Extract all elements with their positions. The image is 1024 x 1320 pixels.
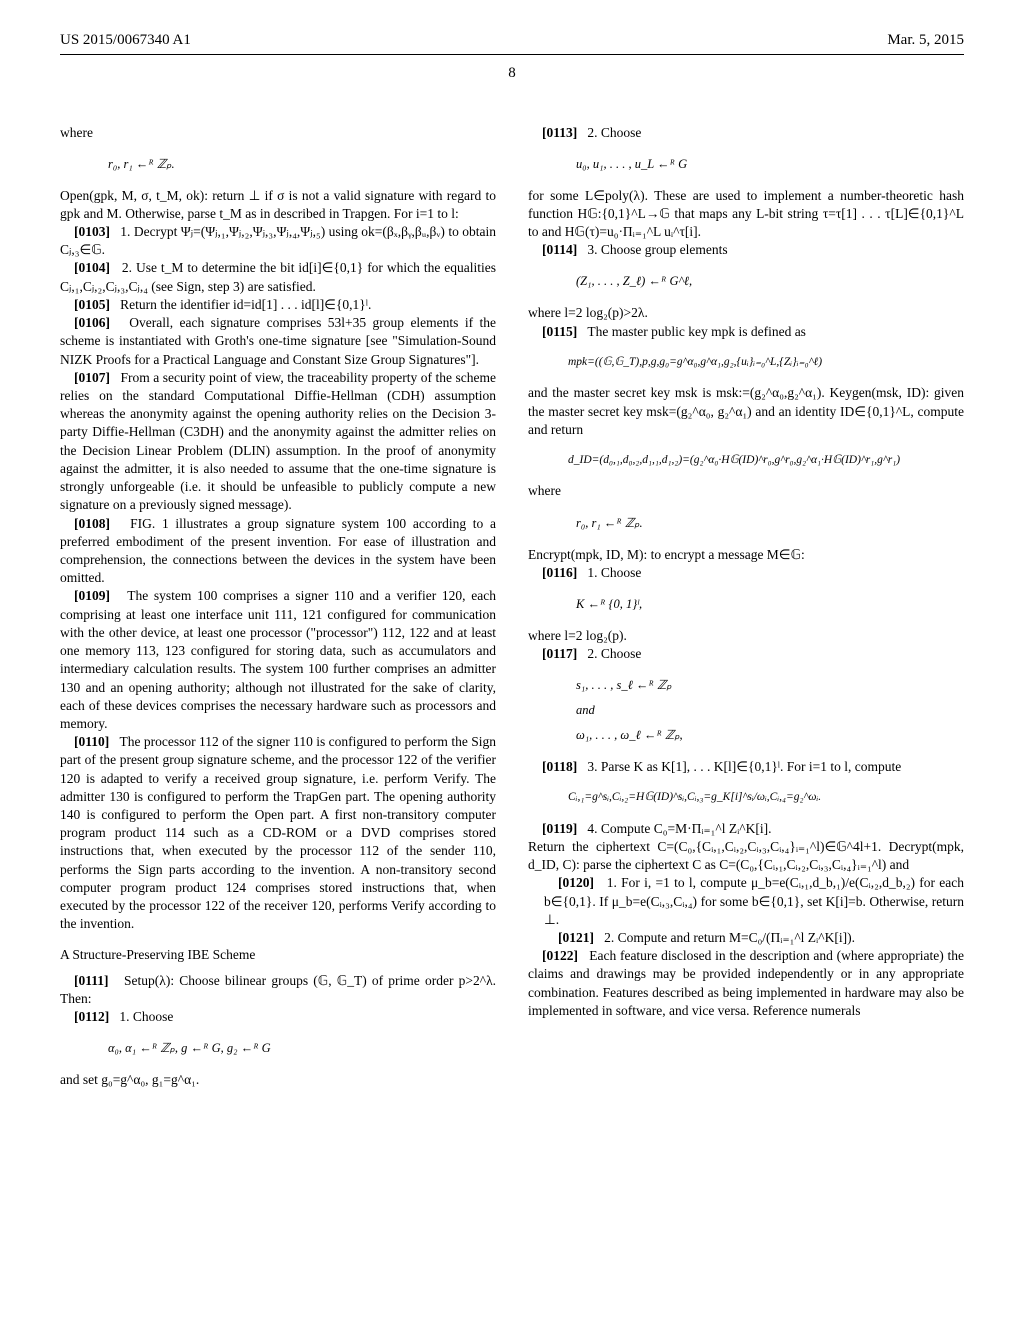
page-header: US 2015/0067340 A1 Mar. 5, 2015: [60, 30, 964, 55]
para-0107: [0107] From a security point of view, th…: [60, 369, 496, 515]
pnum-0105: [0105]: [74, 297, 110, 312]
where-label: where: [60, 124, 496, 142]
para-0104: [0104] 2. Use t_M to determine the bit i…: [60, 259, 496, 295]
para-0116: [0116] 1. Choose: [528, 564, 964, 582]
left-column: where r₀, r₁ ←ᴿ ℤₚ. Open(gpk, M, σ, t_M,…: [60, 124, 496, 1090]
pnum-0107: [0107]: [74, 370, 110, 385]
pnum-0110: [0110]: [74, 734, 109, 749]
section-ibe: A Structure-Preserving IBE Scheme: [60, 946, 496, 964]
formula-ci: Cᵢ,₁=g^sᵢ,Cᵢ,₂=H𝔾(ID)^sᵢ,Cᵢ,₃=g_K[i]^sᵢ/…: [568, 790, 964, 806]
encrypt-line: Encrypt(mpk, ID, M): to encrypt a messag…: [528, 546, 964, 564]
set-g0g1: and set g₀=g^α₀, g₁=g^α₁.: [60, 1071, 496, 1089]
pnum-0103: [0103]: [74, 224, 110, 239]
para-0106: [0106] Overall, each signature comprises…: [60, 314, 496, 369]
para-0108: [0108] FIG. 1 illustrates a group signat…: [60, 515, 496, 588]
pnum-0116: [0116]: [542, 565, 577, 580]
formula-k: K ←ᴿ {0, 1}ˡ,: [576, 596, 964, 613]
para-0114: [0114] 3. Choose group elements: [528, 241, 964, 259]
pnum-0118: [0118]: [542, 759, 577, 774]
msk-text: and the master secret key msk is msk:=(g…: [528, 384, 964, 439]
where-l: where l=2 log₂(p)>2λ.: [528, 304, 964, 322]
pnum-0120: [0120]: [558, 875, 594, 890]
formula-u: u₀, u₁, . . . , u_L ←ᴿ G: [576, 156, 964, 173]
pnum-0109: [0109]: [74, 588, 110, 603]
para-0105: [0105] Return the identifier id=id[1] . …: [60, 296, 496, 314]
formula-z: (Z₁, . . . , Z_ℓ) ←ᴿ G^ℓ,: [576, 273, 964, 290]
pnum-0108: [0108]: [74, 516, 110, 531]
page-number: 8: [60, 63, 964, 83]
return-text: Return the ciphertext C=(C₀,{Cᵢ,₁,Cᵢ,₂,C…: [528, 838, 964, 874]
pnum-0115: [0115]: [542, 324, 577, 339]
right-column: [0113] 2. Choose u₀, u₁, . . . , u_L ←ᴿ …: [528, 124, 964, 1090]
formula-s: s₁, . . . , s_ℓ ←ᴿ ℤₚ: [576, 677, 964, 694]
pnum-0113: [0113]: [542, 125, 577, 140]
formula-r0r1-b: r₀, r₁ ←ᴿ ℤₚ.: [576, 515, 964, 532]
para-0113: [0113] 2. Choose: [528, 124, 964, 142]
formula-mpk: mpk=((𝔾,𝔾_T),p,g,g₀=g^α₀,g^α₁,g₂,{uᵢ}ᵢ₌₀…: [568, 355, 964, 371]
where2: where: [528, 482, 964, 500]
para-0109: [0109] The system 100 comprises a signer…: [60, 587, 496, 733]
para-0112: [0112] 1. Choose: [60, 1008, 496, 1026]
pnum-0106: [0106]: [74, 315, 110, 330]
pnum-0122: [0122]: [542, 948, 578, 963]
pnum-0111: [0111]: [74, 973, 109, 988]
para-0122: [0122] Each feature disclosed in the des…: [528, 947, 964, 1020]
formula-omega: ω₁, . . . , ω_ℓ ←ᴿ ℤₚ,: [576, 727, 964, 744]
poly-text: for some L∈poly(λ). These are used to im…: [528, 187, 964, 242]
para-0103: [0103] 1. Decrypt Ψⱼ=(Ψⱼ,₁,Ψⱼ,₂,Ψⱼ,₃,Ψⱼ,…: [60, 223, 496, 259]
publication-date: Mar. 5, 2015: [887, 30, 964, 50]
publication-number: US 2015/0067340 A1: [60, 30, 191, 50]
pnum-0114: [0114]: [542, 242, 577, 257]
pnum-0117: [0117]: [542, 646, 577, 661]
open-intro: Open(gpk, M, σ, t_M, ok): return ⊥ if σ …: [60, 187, 496, 223]
para-0110: [0110] The processor 112 of the signer 1…: [60, 733, 496, 933]
pnum-0121: [0121]: [558, 930, 594, 945]
para-0118: [0118] 3. Parse K as K[1], . . . K[l]∈{0…: [528, 758, 964, 776]
para-0117: [0117] 2. Choose: [528, 645, 964, 663]
formula-r0r1: r₀, r₁ ←ᴿ ℤₚ.: [108, 156, 496, 173]
para-0111: [0111] Setup(λ): Choose bilinear groups …: [60, 972, 496, 1008]
content-columns: where r₀, r₁ ←ᴿ ℤₚ. Open(gpk, M, σ, t_M,…: [60, 124, 964, 1090]
para-0115: [0115] The master public key mpk is defi…: [528, 323, 964, 341]
formula-alpha: α₀, α₁ ←ᴿ ℤₚ, g ←ᴿ G, g₂ ←ᴿ G: [108, 1040, 496, 1057]
para-0121: [0121] 2. Compute and return M=C₀/(Πᵢ₌₁^…: [544, 929, 964, 947]
pnum-0112: [0112]: [74, 1009, 109, 1024]
pnum-0119: [0119]: [542, 821, 577, 836]
para-0120: [0120] 1. For i, =1 to l, compute μ_b=e(…: [544, 874, 964, 929]
para-0119: [0119] 4. Compute C₀=M·Πᵢ₌₁^l Zᵢ^K[i].: [528, 820, 964, 838]
formula-did: d_ID=(d₀,₁,d₀,₂,d₁,₁,d₁,₂)=(g₂^α₀·H𝔾(ID)…: [568, 453, 964, 469]
and-label: and: [576, 702, 964, 719]
pnum-0104: [0104]: [74, 260, 110, 275]
where-l2: where l=2 log₂(p).: [528, 627, 964, 645]
